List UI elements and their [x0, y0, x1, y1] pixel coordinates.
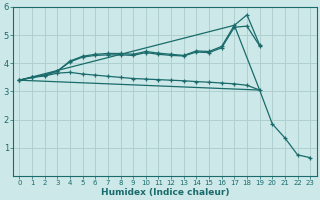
X-axis label: Humidex (Indice chaleur): Humidex (Indice chaleur): [100, 188, 229, 197]
